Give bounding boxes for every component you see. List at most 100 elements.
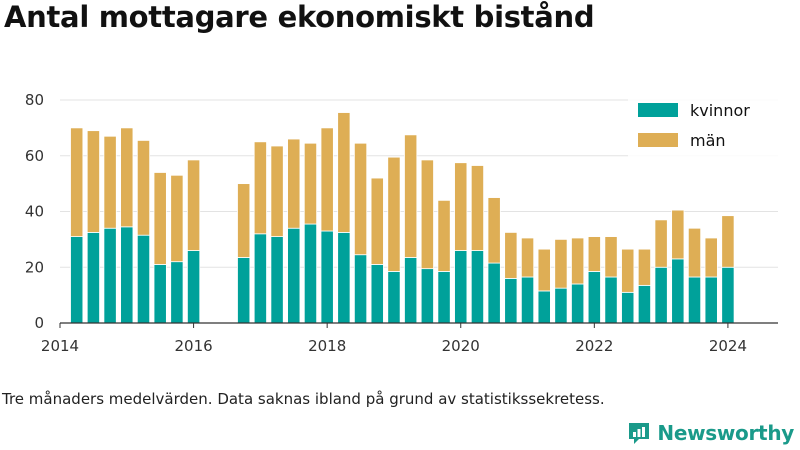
bar-kvinnor xyxy=(571,283,585,324)
bar-kvinnor xyxy=(704,276,718,324)
bar-kvinnor xyxy=(437,271,451,324)
bar-man xyxy=(454,162,468,251)
bar-kvinnor xyxy=(337,232,351,324)
bar-kvinnor xyxy=(270,236,284,324)
x-tick-label: 2018 xyxy=(308,337,346,355)
bar-man xyxy=(170,174,184,263)
bar-man xyxy=(704,237,718,278)
bar-man xyxy=(637,248,651,286)
bar-kvinnor xyxy=(86,232,100,324)
bar-man xyxy=(187,159,201,251)
chart-area: 2014 2016 2018 2020 2022 2024 0 20 40 60 80 kvinn… xyxy=(25,91,778,355)
bar-kvinnor xyxy=(604,276,618,324)
bar-kvinnor xyxy=(370,264,384,324)
chart-caption: Tre månaders medelvärden. Data saknas ib… xyxy=(2,390,605,408)
brand-name: Newsworthy xyxy=(657,421,794,445)
bar-man xyxy=(520,237,535,278)
bar-man xyxy=(136,140,151,236)
bar-kvinnor xyxy=(120,226,134,324)
bar-kvinnor xyxy=(320,230,334,324)
bar-man xyxy=(103,135,117,229)
bar-man xyxy=(654,219,668,268)
bar-man xyxy=(270,145,284,237)
bar-kvinnor xyxy=(387,271,401,324)
x-tick-label: 2020 xyxy=(442,337,480,355)
y-tick-label: 60 xyxy=(25,147,44,165)
bar-kvinnor xyxy=(287,227,301,324)
bar-kvinnor xyxy=(721,266,735,324)
bar-man xyxy=(571,237,585,285)
bar-man xyxy=(353,142,368,256)
bar-kvinnor xyxy=(487,262,501,324)
bar-kvinnor xyxy=(237,257,251,324)
bar-kvinnor xyxy=(504,277,518,324)
x-tick-label: 2024 xyxy=(709,337,747,355)
bar-man xyxy=(587,236,601,272)
bar-kvinnor xyxy=(687,276,702,324)
bar-kvinnor xyxy=(654,266,668,324)
bar-man xyxy=(554,238,568,289)
bar-kvinnor xyxy=(470,250,485,324)
bar-man xyxy=(237,183,251,258)
bar-man xyxy=(470,165,485,251)
bar-kvinnor xyxy=(136,234,151,324)
bar-man xyxy=(721,215,735,268)
bar-kvinnor xyxy=(554,287,568,324)
bar-man xyxy=(621,248,635,293)
bar-kvinnor xyxy=(671,258,685,324)
bar-kvinnor xyxy=(587,271,601,324)
legend-label: kvinnor xyxy=(690,101,750,120)
y-tick-label: 20 xyxy=(25,258,44,276)
bar-kvinnor xyxy=(70,236,84,324)
y-tick-label: 80 xyxy=(25,91,44,109)
bar-man xyxy=(320,127,334,232)
bar-man xyxy=(370,177,384,265)
bar-man xyxy=(487,197,501,264)
x-tick-label: 2022 xyxy=(575,337,613,355)
y-tick-label: 40 xyxy=(25,203,44,221)
bar-man xyxy=(687,227,702,278)
bar-kvinnor xyxy=(621,291,635,324)
bar-kvinnor xyxy=(103,227,117,324)
legend: kvinnor män xyxy=(628,94,778,158)
bar-man xyxy=(437,199,451,272)
bar-kvinnor xyxy=(353,254,368,324)
legend-swatch xyxy=(638,103,678,117)
bar-kvinnor xyxy=(303,223,318,324)
bar-man xyxy=(303,142,318,225)
legend-swatch xyxy=(638,133,678,147)
bar-man xyxy=(337,112,351,233)
bar-man xyxy=(671,209,685,260)
bar-man xyxy=(120,127,134,228)
bar-man xyxy=(153,172,167,265)
bar-man xyxy=(504,232,518,279)
newsworthy-logo-icon xyxy=(629,423,650,444)
bar-kvinnor xyxy=(404,257,418,324)
bar-kvinnor xyxy=(170,261,184,324)
x-tick-label: 2016 xyxy=(174,337,212,355)
bar-man xyxy=(70,127,84,237)
bar-man xyxy=(253,141,267,235)
bar-man xyxy=(537,248,551,292)
y-axis: 0 20 40 60 80 xyxy=(25,91,44,332)
bar-kvinnor xyxy=(153,264,167,324)
bar-kvinnor xyxy=(187,250,201,324)
bar-kvinnor xyxy=(420,268,434,324)
bar-man xyxy=(86,130,100,233)
bar-man xyxy=(420,159,434,270)
brand-logo[interactable]: Newsworthy xyxy=(626,420,794,446)
bar-man xyxy=(604,236,618,278)
bar-man xyxy=(387,156,401,272)
bar-kvinnor xyxy=(454,250,468,324)
legend-label: män xyxy=(690,131,726,150)
x-tick-label: 2014 xyxy=(41,337,79,355)
bar-man xyxy=(404,134,418,258)
bar-kvinnor xyxy=(253,233,267,324)
bar-man xyxy=(287,138,301,229)
chart-title: Antal mottagare ekonomiskt bistånd xyxy=(4,0,595,34)
bar-kvinnor xyxy=(520,276,535,324)
x-axis: 2014 2016 2018 2020 2022 2024 xyxy=(41,322,778,355)
bar-kvinnor xyxy=(637,284,651,324)
bar-kvinnor xyxy=(537,290,551,324)
y-tick-label: 0 xyxy=(34,314,44,332)
